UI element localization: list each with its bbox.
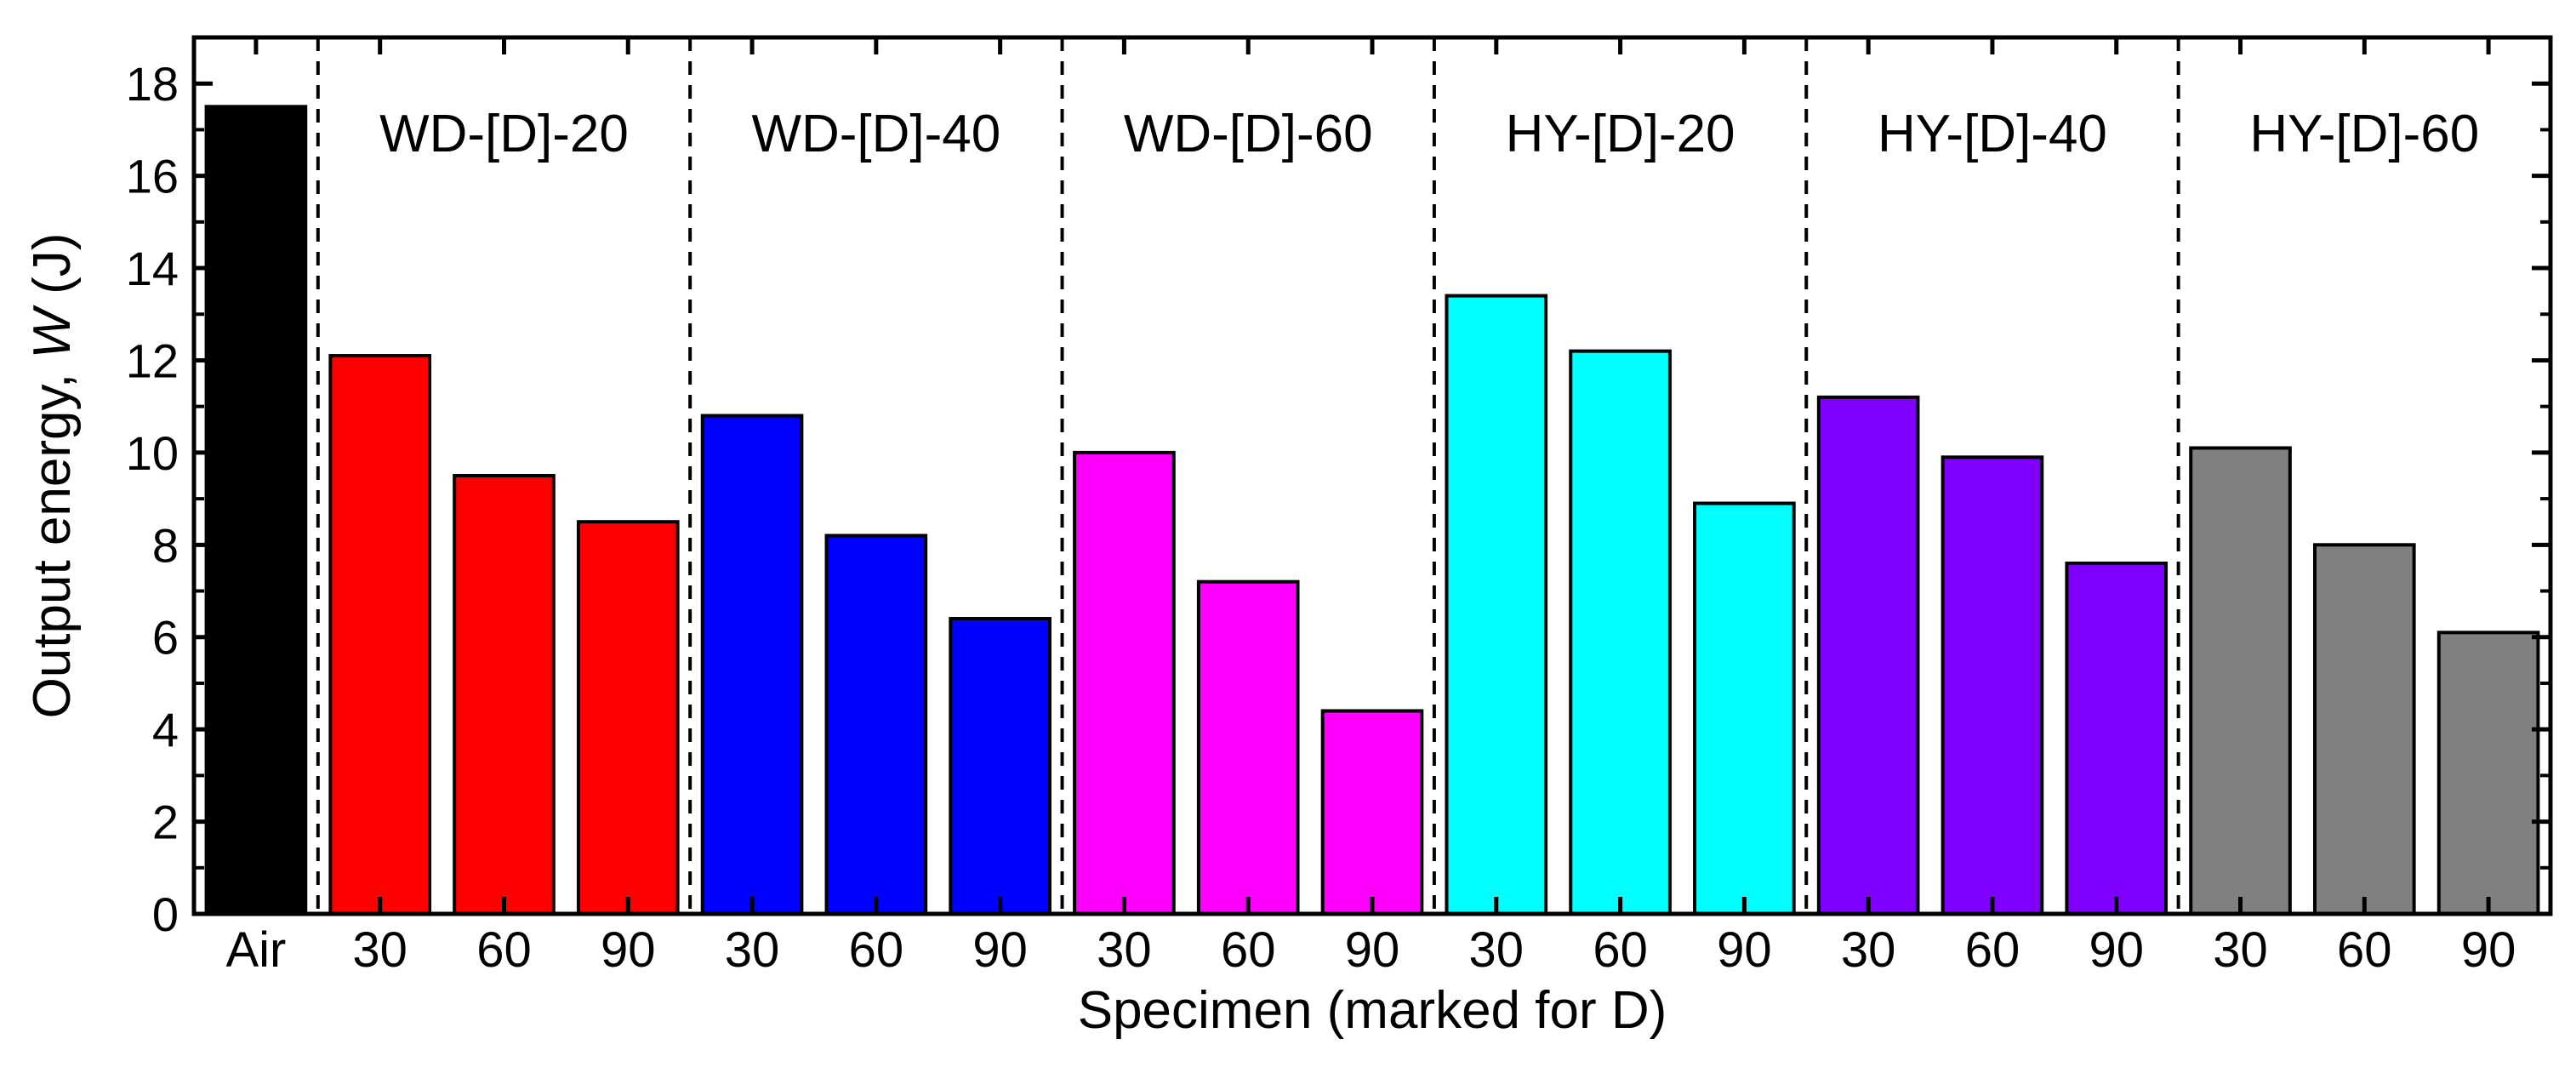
x-tick-label: 60 [476,922,532,978]
x-tick-label: 90 [601,922,656,978]
bar-air [204,105,308,916]
y-tick-label: 12 [126,334,179,387]
y-tick-label: 18 [126,57,179,111]
bar-wd-d-20-90 [576,520,680,916]
group-label: HY-[D]-20 [1506,105,1735,163]
y-tick-label: 8 [152,518,179,572]
x-tick-label: 60 [1593,922,1648,978]
y-tick-label: 2 [152,796,179,849]
group-label: WD-[D]-40 [751,105,1000,163]
x-tick-label: 90 [1345,922,1400,978]
bar-hy-d-20-60 [1569,349,1672,916]
bar-wd-d-40-90 [949,617,1051,916]
y-axis-title-variable: W [23,305,82,359]
group-label: WD-[D]-60 [1124,105,1373,163]
bar-hy-d-40-60 [1941,455,2044,916]
x-tick-label: 90 [2461,922,2516,978]
y-tick-label: 16 [126,150,179,203]
y-tick-label: 10 [126,426,179,480]
x-tick-label: 30 [725,922,780,978]
x-tick-label: 60 [849,922,904,978]
x-tick-label: 60 [1965,922,2020,978]
x-tick-label: 30 [1097,922,1152,978]
bar-wd-d-20-60 [453,474,556,916]
y-axis-title-unit: (J) [23,233,82,310]
y-axis-title-prefix: Output energy, [23,359,82,719]
y-tick-label: 14 [126,242,179,295]
x-axis-title: Specimen (marked for D) [1078,981,1667,1040]
y-tick-label: 4 [152,703,179,756]
bar-hy-d-40-90 [2065,562,2169,916]
bar-hy-d-60-60 [2313,543,2416,916]
x-tick-label: 30 [1841,922,1896,978]
x-tick-label: 30 [2213,922,2268,978]
bar-wd-d-60-60 [1196,579,1300,916]
x-tick-label: 90 [2089,922,2144,978]
x-tick-label: 30 [1469,922,1525,978]
bar-wd-d-20-30 [328,354,431,916]
bar-hy-d-20-90 [1693,501,1796,916]
bar-hy-d-60-90 [2436,631,2540,916]
group-label: WD-[D]-20 [379,105,629,163]
x-tick-label-air: Air [225,922,286,978]
bar-hy-d-20-30 [1445,294,1548,916]
x-tick-label: 60 [2337,922,2392,978]
y-tick-label: 0 [152,888,179,941]
x-tick-label: 60 [1221,922,1276,978]
x-tick-label: 90 [972,922,1028,978]
bar-hy-d-40-30 [1816,395,1920,916]
bar-wd-d-40-60 [824,534,928,916]
x-tick-label: 30 [352,922,407,978]
axis-ticks [194,37,2550,916]
x-tick-label: 90 [1717,922,1772,978]
bar-wd-d-40-30 [700,414,804,916]
bar-wd-d-60-90 [1320,709,1424,916]
y-axis-title: Output energy, W (J) [23,233,82,719]
bars-layer [204,105,2540,916]
group-separators [316,37,2180,914]
group-label: HY-[D]-60 [2249,105,2479,163]
group-label: HY-[D]-40 [1878,105,2107,163]
y-tick-label: 6 [152,611,179,665]
bar-hy-d-60-30 [2189,446,2292,916]
bar-wd-d-60-30 [1073,450,1176,916]
